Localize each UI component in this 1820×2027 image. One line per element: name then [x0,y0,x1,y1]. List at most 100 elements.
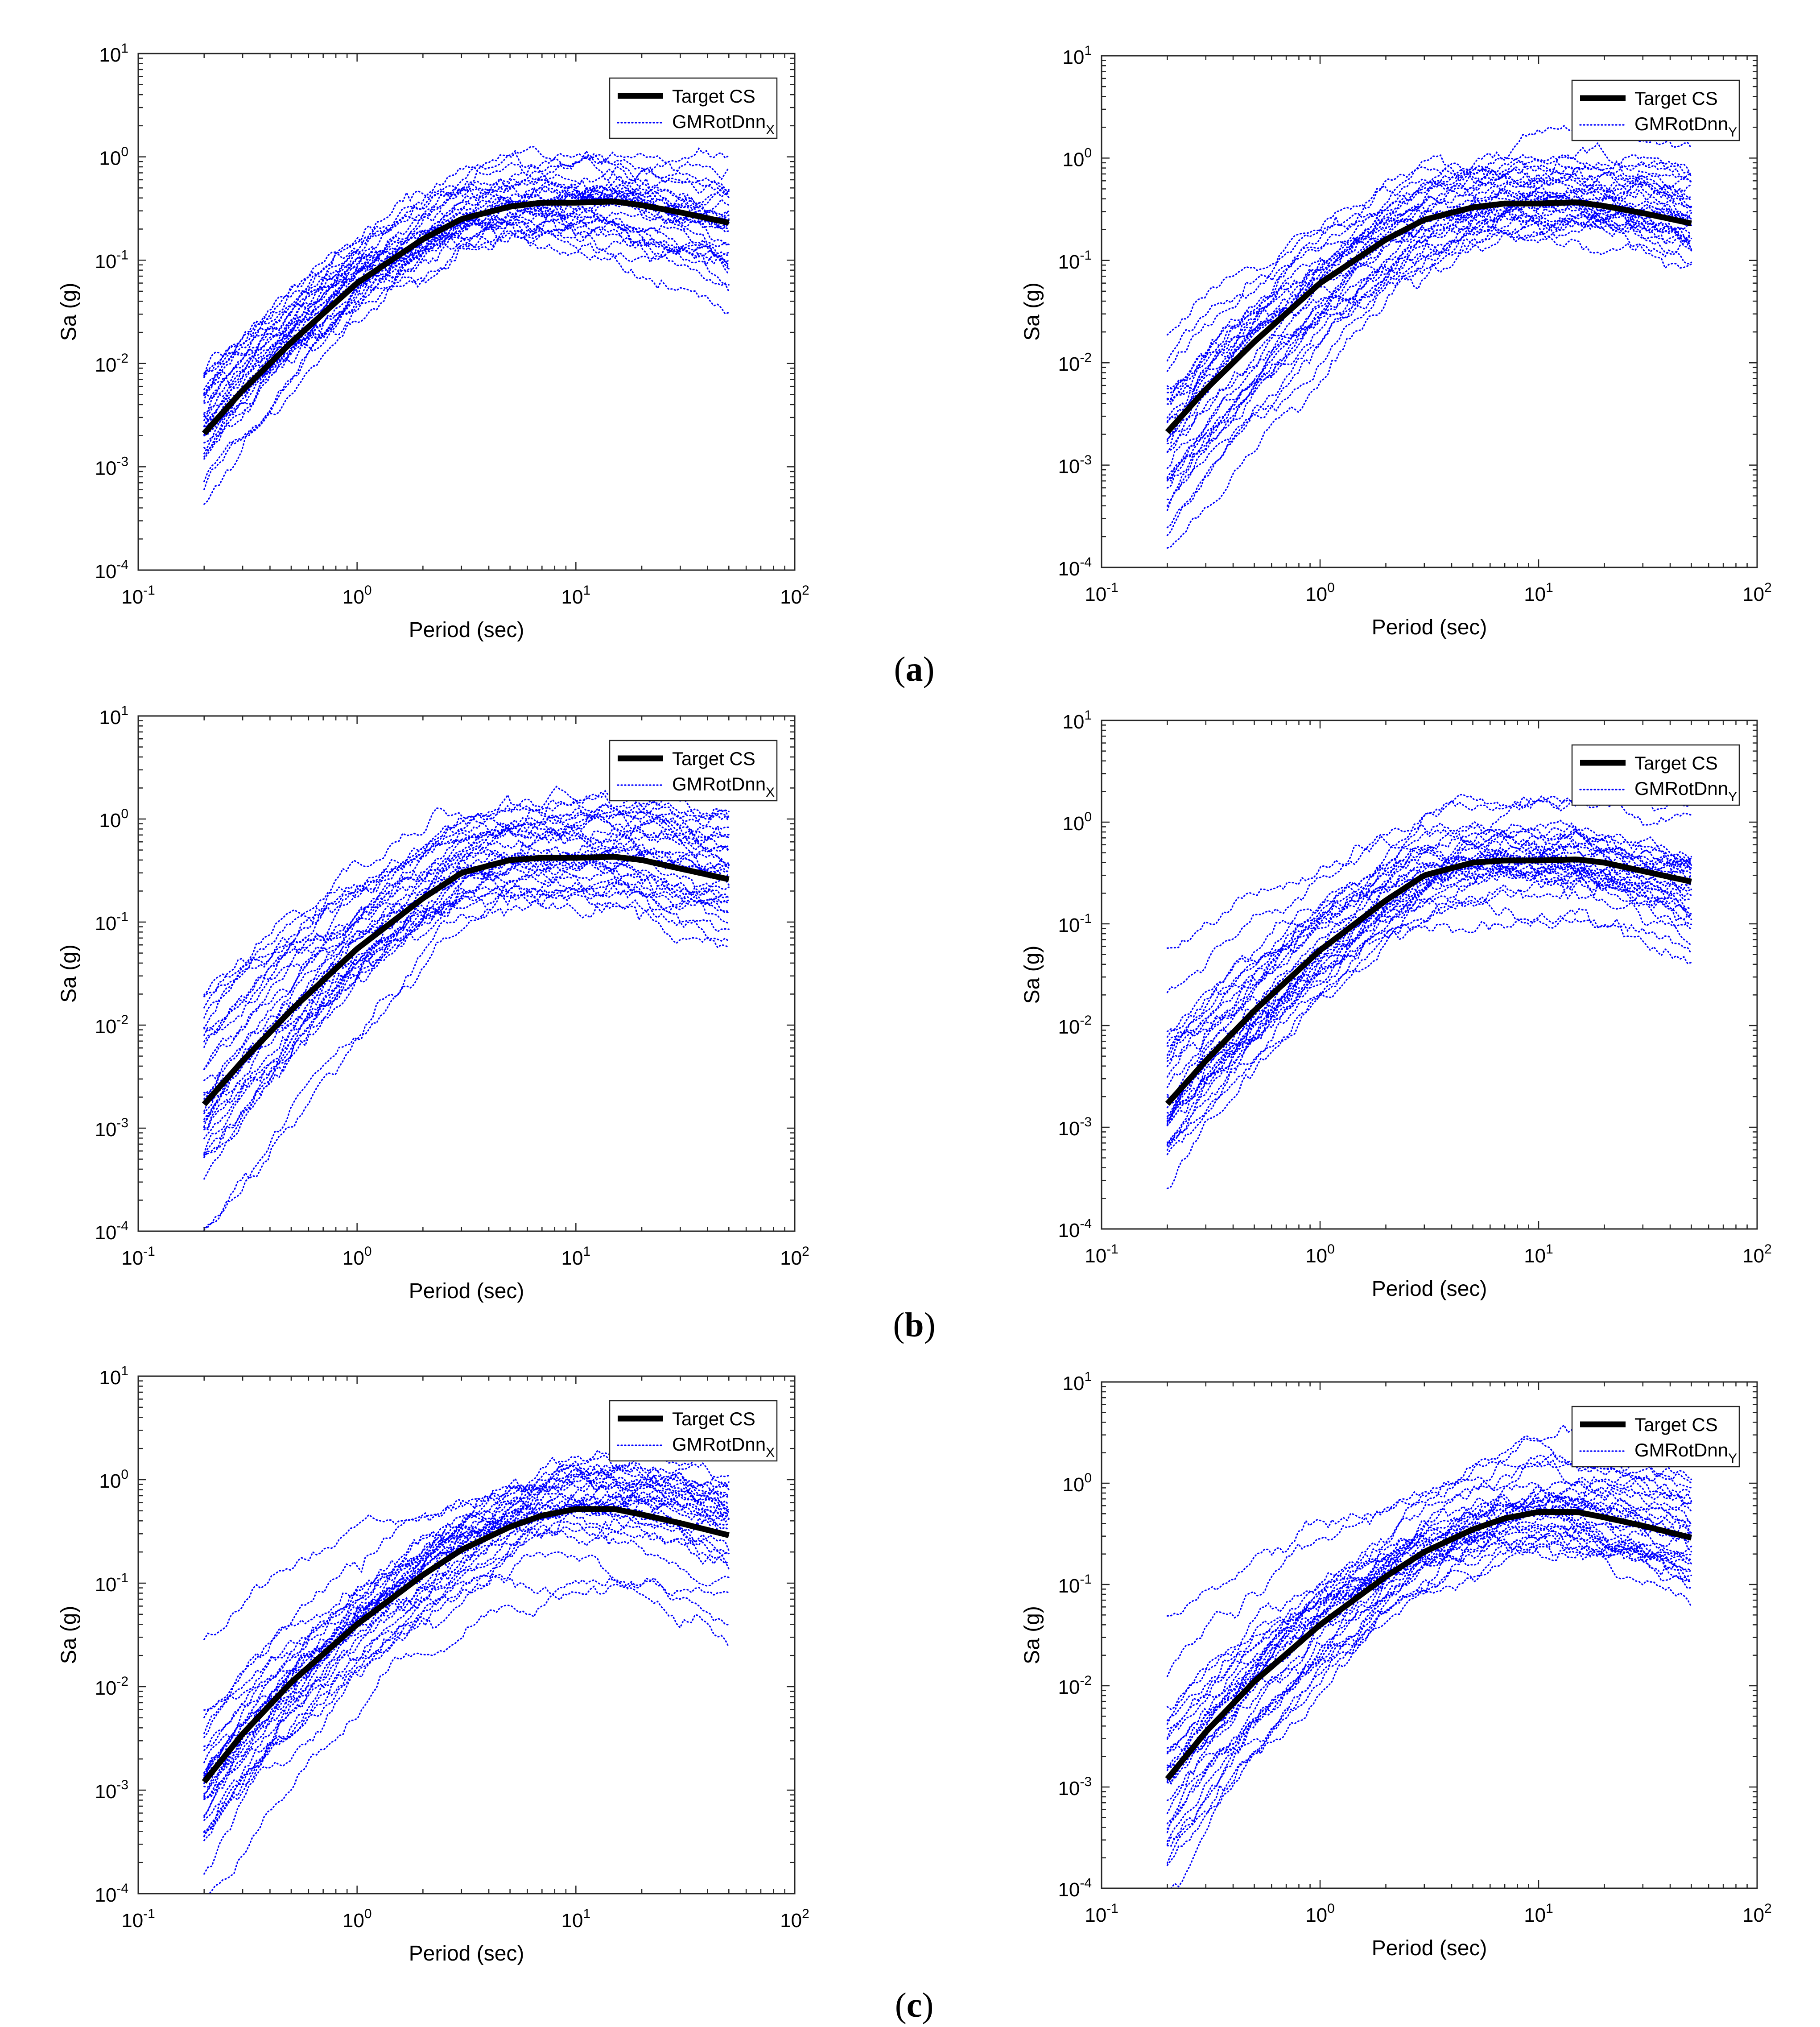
record-line [203,813,730,1081]
record-line [203,876,730,1128]
record-line [1166,1534,1692,1711]
x-axis-label: Period (sec) [1372,1277,1487,1301]
y-tick-label: 10-1 [1058,1572,1092,1597]
record-line [1166,1517,1692,1753]
legend-box [609,77,778,139]
record-line [203,850,730,1154]
record-line [1166,852,1692,1126]
record-line [1166,864,1692,1098]
y-tick-label: 10-3 [95,455,128,480]
y-tick-label: 10-2 [95,351,128,376]
record-line [203,1480,730,1818]
record-line [1166,819,1692,1062]
x-tick-label: 10-1 [121,583,155,608]
target-cs-line [1165,1509,1692,1781]
x-tick-label: 100 [1305,1901,1335,1926]
x-tick-label: 102 [780,1244,809,1269]
record-line [203,168,730,374]
records-series [1166,119,1692,549]
record-line [203,171,730,396]
record-line [203,786,730,997]
record-line [1166,1454,1692,1754]
record-line [203,1519,730,1775]
y-tick-label: 10-4 [1058,1216,1092,1241]
legend-label-target: Target CS [1634,88,1718,109]
chart-panel-b-x: 10-1 100 101 102 10-4 10-3 10-2 10-1 100 101 Perio… [57,703,809,1303]
y-axis-label: Sa (g) [57,944,81,1003]
y-tick-label: 10-2 [95,1674,128,1699]
record-line [1166,786,1692,1125]
record-line [1166,174,1692,511]
y-tick-label: 101 [1062,708,1092,733]
record-line [1166,187,1692,422]
records-series [1166,781,1692,1189]
record-line [1166,160,1692,469]
record-line [203,1483,730,1774]
ticks [1101,720,1758,1230]
legend-box [609,1400,778,1462]
x-tick-label: 10-1 [1085,1242,1118,1267]
record-line [1166,1524,1692,1725]
record-line [203,1464,730,1751]
record-line [203,146,730,399]
caption-a: (a) [894,649,935,688]
y-tick-label: 10-2 [1058,350,1092,375]
legend: Target CS GMRotDnnY [1571,744,1740,806]
record-line [203,210,730,505]
record-line [203,1502,730,1718]
record-line [203,790,730,1030]
record-line [203,151,730,376]
record-line [203,196,730,378]
chart-panel-c-y: 10-1 100 101 102 10-4 10-3 10-2 10-1 100 101 Perio… [1020,1369,1772,1960]
legend-box [1571,744,1740,806]
y-axis-label: Sa (g) [1020,946,1044,1004]
record-line [203,1445,730,1837]
record-line [1166,194,1692,442]
x-tick-label: 101 [1524,1242,1553,1267]
record-line [1166,154,1692,393]
y-tick-label: 10-1 [95,910,128,935]
record-line [1166,141,1692,401]
y-tick-label: 10-1 [95,1571,128,1596]
y-axis-label: Sa (g) [1020,1606,1044,1664]
records-series [203,1441,730,1894]
legend-label-records: GMRotDnnX [672,774,775,800]
legend-label-records: GMRotDnnY [1634,113,1737,140]
record-line [1166,883,1692,1125]
record-line [203,815,730,1036]
record-line [203,174,730,451]
record-line [1166,162,1692,362]
record-line [203,1474,730,1640]
record-line [1166,197,1692,549]
y-tick-label: 101 [99,41,128,66]
x-axis-label: Period (sec) [1372,1936,1487,1960]
record-line [203,1469,730,1800]
legend-label-records: GMRotDnnX [672,111,775,137]
record-line [1166,211,1692,482]
chart-panel-b-y: 10-1 100 101 102 10-4 10-3 10-2 10-1 100 101 Perio… [1020,708,1772,1301]
legend: Target CS GMRotDnnX [609,77,778,139]
y-tick-label: 100 [1062,1471,1092,1496]
record-line [203,212,730,460]
chart-panel-c-x: 10-1 100 101 102 10-4 10-3 10-2 10-1 100 101 Perio… [57,1364,809,1965]
record-line [203,147,730,435]
x-axis-label: Period (sec) [409,1279,524,1303]
y-tick-label: 101 [1062,43,1092,68]
y-tick-label: 10-2 [1058,1013,1092,1038]
legend-label-target: Target CS [1634,1414,1718,1435]
legend-box [609,740,778,802]
record-line [203,1487,730,1841]
y-axis-label: Sa (g) [57,1606,81,1664]
x-tick-label: 10-1 [1085,1901,1118,1926]
y-tick-label: 100 [99,1467,128,1492]
record-line [1166,1510,1692,1771]
x-tick-label: 100 [343,583,372,608]
legend: Target CS GMRotDnnX [609,1400,778,1462]
record-line [203,1458,730,1711]
target-cs-line [1165,199,1692,434]
x-tick-label: 101 [561,1907,591,1932]
record-line [203,179,730,394]
record-line [1166,180,1692,390]
x-axis-label: Period (sec) [409,1942,524,1965]
